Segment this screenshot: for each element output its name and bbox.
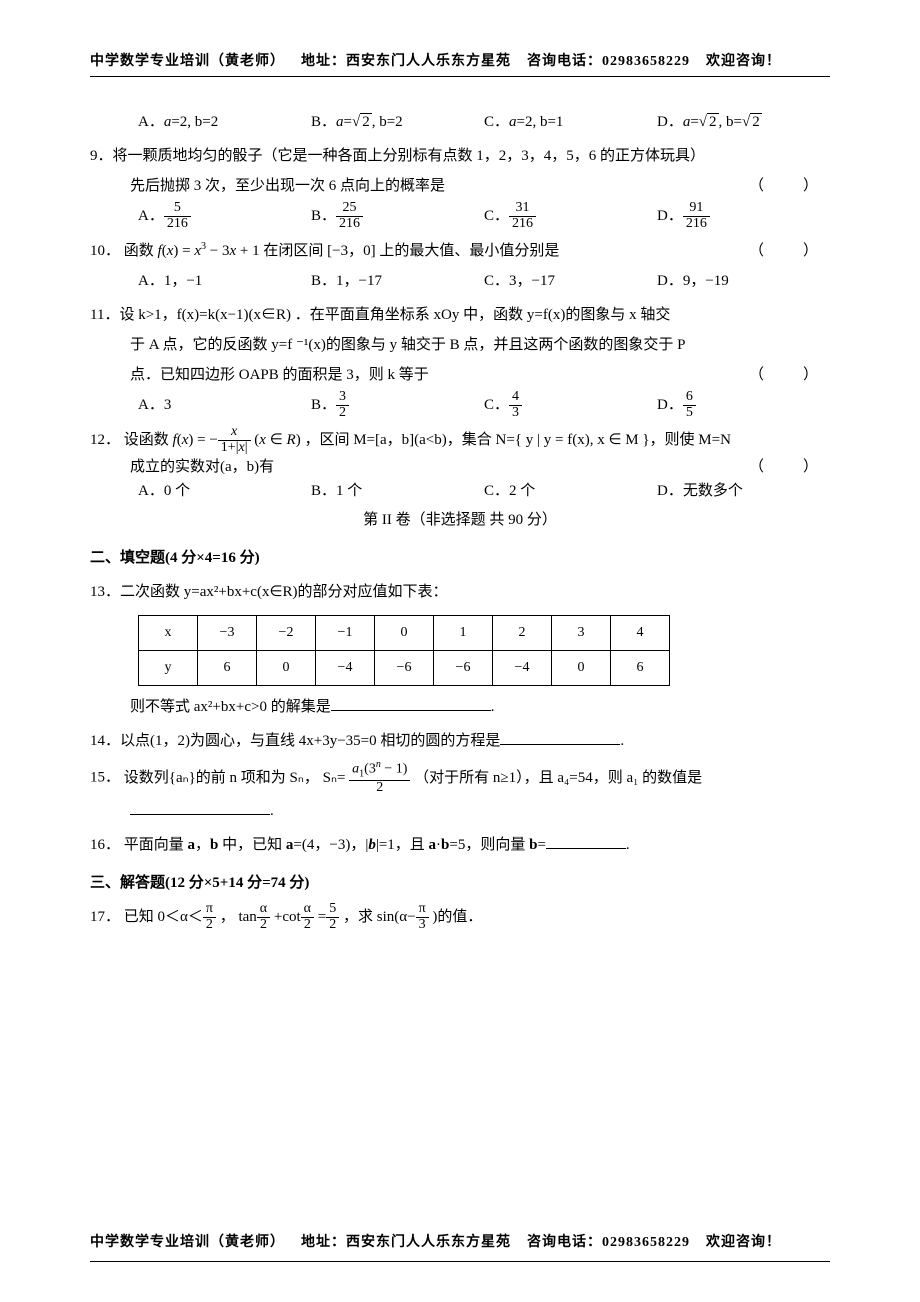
page-header: 中学数学专业培训（黄老师） 地址：西安东门人人乐东方星苑 咨询电话：029836… — [90, 50, 830, 77]
page-footer: 中学数学专业培训（黄老师） 地址：西安东门人人乐东方星苑 咨询电话：029836… — [90, 1231, 830, 1262]
q11-line2: 于 A 点，它的反函数 y=f ⁻¹(x)的图象与 y 轴交于 B 点，并且这两… — [130, 337, 685, 353]
q15: 15． 设数列{aₙ}的前 n 项和为 Sₙ， Sₙ= a1(3n − 1)2 … — [90, 760, 830, 826]
footer-addr: 地址：西安东门人人乐东方星苑 — [301, 1231, 511, 1251]
q10-choice-c: C．3，−17 — [484, 266, 657, 296]
q12-choice-a: A．0 个 — [138, 479, 311, 503]
document-body: A．a=2, b=2 B．a=√2, b=2 C．a=2, b=1 D．a=√2… — [90, 107, 830, 933]
q12-number: 12． — [90, 432, 120, 448]
q9-text-1: 将一颗质地均匀的骰子（它是一种各面上分别标有点数 1，2，3，4，5，6 的正方… — [113, 148, 706, 164]
q8-choices: A．a=2, b=2 B．a=√2, b=2 C．a=2, b=1 D．a=√2… — [138, 107, 830, 137]
blank-line — [130, 800, 270, 815]
q14: 14．以点(1，2)为圆心，与直线 4x+3y−35=0 相切的圆的方程是. — [90, 726, 830, 756]
q9-choice-a: A．5216 — [138, 201, 311, 232]
q8-choice-c: C．a=2, b=1 — [484, 107, 657, 137]
q12-line2: 成立的实数对(a，b)有 — [130, 459, 274, 475]
part2-title: 第 II 卷（非选择题 共 90 分） — [90, 505, 830, 535]
footer-tel: 咨询电话：02983658229 — [527, 1231, 690, 1251]
q8-choice-b: B．a=√2, b=2 — [311, 107, 484, 137]
q10-choice-b: B．1，−17 — [311, 266, 484, 296]
q14-number: 14． — [90, 733, 120, 749]
answer-paren: （ ） — [749, 455, 830, 479]
q17-number: 17． — [90, 909, 120, 925]
table-row: x−3−2−101234 — [139, 616, 670, 651]
q9-text-2: 先后抛掷 3 次，至少出现一次 6 点向上的概率是 — [130, 178, 445, 194]
blank-line — [331, 697, 491, 712]
q11-choice-c: C．43 — [484, 390, 657, 421]
q9-choice-d: D．91216 — [657, 201, 830, 232]
q9-number: 9． — [90, 148, 113, 164]
q13-tail: 则不等式 ax²+bx+c>0 的解集是 — [130, 699, 331, 715]
q11-number: 11． — [90, 307, 119, 323]
q12-choice-c: C．2 个 — [484, 479, 657, 503]
q16-number: 16． — [90, 837, 120, 853]
q11-line1: 设 k>1，f(x)=k(x−1)(x∈R) ．在平面直角坐标系 xOy 中，函… — [119, 307, 670, 323]
q9-choice-b: B．25216 — [311, 201, 484, 232]
q16-text: 平面向量 a，b 中，已知 a=(4，−3)，|b|=1，且 a·b=5，则向量… — [124, 837, 546, 853]
q15-number: 15． — [90, 770, 120, 786]
q11-line3: 点．已知四边形 OAPB 的面积是 3，则 k 等于 — [130, 367, 429, 383]
q13-number: 13． — [90, 584, 120, 600]
header-org: 中学数学专业培训（黄老师） — [90, 50, 285, 70]
q16: 16． 平面向量 a，b 中，已知 a=(4，−3)，|b|=1，且 a·b=5… — [90, 830, 830, 860]
q14-text: 以点(1，2)为圆心，与直线 4x+3y−35=0 相切的圆的方程是 — [120, 733, 500, 749]
q11-choice-a: A．3 — [138, 390, 311, 421]
header-addr: 地址：西安东门人人乐东方星苑 — [301, 50, 511, 70]
q10-text: 函数 f(x) = x3 − 3x + 1 在闭区间 [−3，0] 上的最大值、… — [124, 243, 560, 259]
q12-line1: 设函数 f(x) = −x1+|x| (x ∈ R) ，区间 M=[a，b](a… — [124, 432, 731, 448]
q9-choices: A．5216 B．25216 C．31216 D．91216 — [138, 201, 830, 232]
q13: 13．二次函数 y=ax²+bx+c(x∈R)的部分对应值如下表： x−3−2−… — [90, 577, 830, 722]
q10-number: 10． — [90, 243, 120, 259]
q13-text: 二次函数 y=ax²+bx+c(x∈R)的部分对应值如下表： — [120, 584, 448, 600]
q11-choice-d: D．65 — [657, 390, 830, 421]
footer-welcome: 欢迎咨询！ — [706, 1231, 781, 1251]
q17: 17． 已知 0＜α＜π2 ， tanα2 +cotα2 =52 ，求 sin(… — [90, 902, 830, 933]
blank-line — [546, 834, 626, 849]
answer-paren: （ ） — [749, 236, 830, 266]
q12-choice-b: B．1 个 — [311, 479, 484, 503]
table-row: y60−4−6−6−406 — [139, 651, 670, 686]
q11-choices: A．3 B．32 C．43 D．65 — [138, 390, 830, 421]
q11-choice-b: B．32 — [311, 390, 484, 421]
q10: 10． 函数 f(x) = x3 − 3x + 1 在闭区间 [−3，0] 上的… — [90, 236, 830, 296]
answer-paren: （ ） — [749, 360, 830, 390]
q15-text: 设数列{aₙ}的前 n 项和为 Sₙ， Sₙ= a1(3n − 1)2 （对于所… — [124, 770, 702, 786]
footer-org: 中学数学专业培训（黄老师） — [90, 1231, 285, 1251]
q11: 11．设 k>1，f(x)=k(x−1)(x∈R) ．在平面直角坐标系 xOy … — [90, 300, 830, 421]
header-tel: 咨询电话：02983658229 — [527, 50, 690, 70]
q10-choice-a: A．1，−1 — [138, 266, 311, 296]
section-solve-title: 三、解答题(12 分×5+14 分=74 分) — [90, 868, 830, 898]
q9-choice-c: C．31216 — [484, 201, 657, 232]
q12: 12． 设函数 f(x) = −x1+|x| (x ∈ R) ，区间 M=[a，… — [90, 425, 830, 504]
q17-text: 已知 0＜α＜π2 ， tanα2 +cotα2 =52 ，求 sin(α−π3… — [124, 909, 483, 925]
q10-choices: A．1，−1 B．1，−17 C．3，−17 D．9，−19 — [138, 266, 830, 296]
header-welcome: 欢迎咨询！ — [706, 50, 781, 70]
q13-table: x−3−2−101234 y60−4−6−6−406 — [138, 615, 670, 686]
section-fill-title: 二、填空题(4 分×4=16 分) — [90, 543, 830, 573]
q8-choice-a: A．a=2, b=2 — [138, 107, 311, 137]
q12-choices: A．0 个 B．1 个 C．2 个 D．无数多个 — [138, 479, 830, 503]
blank-line — [500, 731, 620, 746]
q9: 9．将一颗质地均匀的骰子（它是一种各面上分别标有点数 1，2，3，4，5，6 的… — [90, 141, 830, 232]
answer-paren: （ ） — [749, 171, 830, 201]
q8-choice-d: D．a=√2, b=√2 — [657, 107, 830, 137]
q10-choice-d: D．9，−19 — [657, 266, 830, 296]
q12-choice-d: D．无数多个 — [657, 479, 830, 503]
